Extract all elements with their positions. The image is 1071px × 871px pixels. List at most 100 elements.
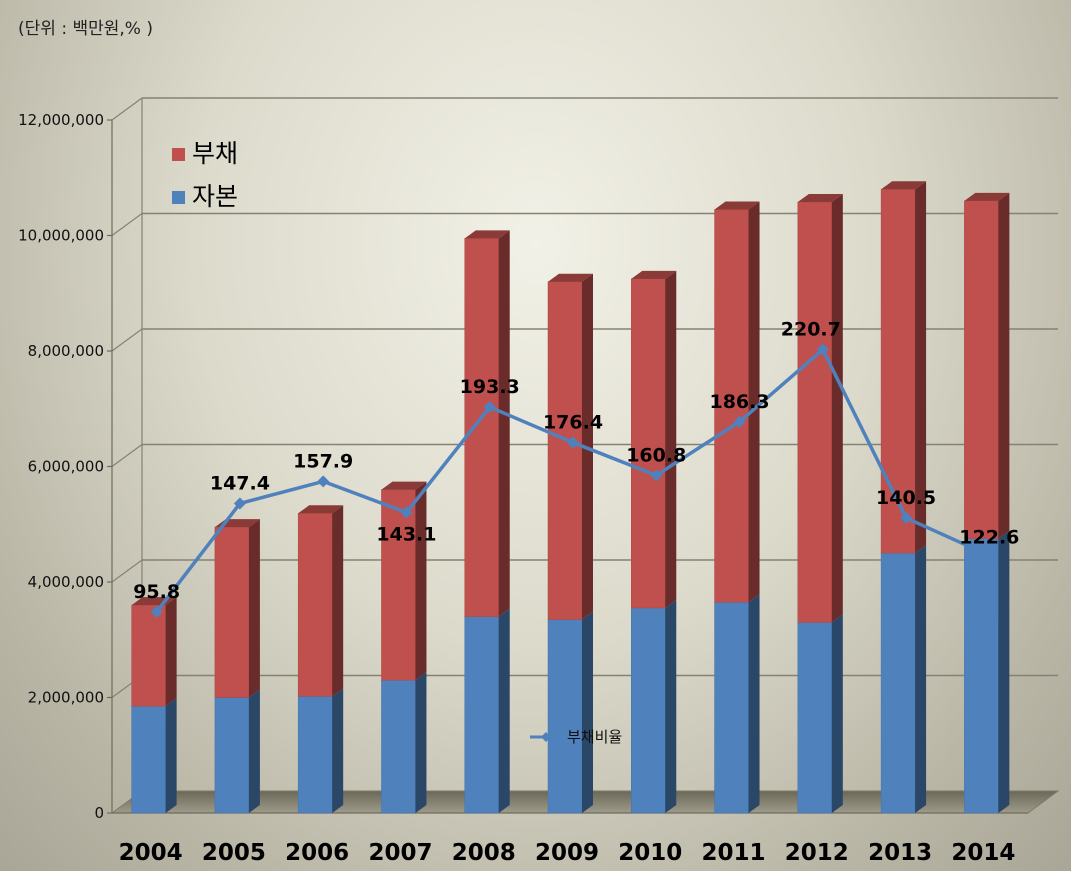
ratio-point <box>400 506 413 519</box>
bar-equity <box>964 530 1010 814</box>
ratio-data-label: 176.4 <box>543 412 603 434</box>
bar-equity-side <box>332 688 344 813</box>
x-tick-label: 2011 <box>702 840 766 866</box>
y-tick-label: 10,000,000 <box>18 227 104 245</box>
bar-debt <box>797 194 843 623</box>
bar-debt-side <box>165 597 177 707</box>
ratio-line: 95.8 147.4 157.9 143.1 193.3 176.4 160.8 186.3 2… <box>133 319 1019 618</box>
y-tick-label: 6,000,000 <box>28 458 104 476</box>
ratio-data-label: 147.4 <box>210 472 270 494</box>
bar-debt-top <box>298 505 344 514</box>
bar-debt-front <box>797 201 833 623</box>
ratio-point <box>567 436 579 449</box>
legend-swatch <box>172 148 185 161</box>
bar-equity <box>297 688 344 814</box>
y-tick-label: 4,000,000 <box>28 573 104 591</box>
bar-equity-front <box>631 607 666 814</box>
bar-equity-front <box>880 552 916 814</box>
bar-debt <box>964 192 1010 539</box>
bar-debt <box>381 481 427 681</box>
bar-equity-front <box>214 697 250 814</box>
bar-debt-front <box>631 278 666 609</box>
bar-equity-side <box>915 545 927 813</box>
bar-debt-top <box>548 273 593 282</box>
bar-debt-side <box>415 481 427 681</box>
ratio-point <box>483 401 496 414</box>
bar-debt-front <box>547 281 583 620</box>
bar-equity <box>131 698 177 814</box>
bar-debt-top <box>881 181 927 190</box>
legend-label: 부채 <box>192 139 238 168</box>
bar-debt <box>131 597 177 707</box>
bar-debt-top <box>964 192 1010 201</box>
bar-equity-front <box>381 679 416 814</box>
bar-debt-side <box>248 519 260 698</box>
bar-debt-front <box>464 238 499 617</box>
unit-label: (단위 : 백만원,% ) <box>18 19 153 39</box>
ratio-data-label: 160.8 <box>626 444 686 466</box>
x-axis: 2004 2005 2006 2007 2008 2009 2010 2011 2012 2013… <box>119 840 1016 866</box>
bar-debt-top <box>381 481 427 490</box>
ratio-data-label: 140.5 <box>876 487 936 509</box>
bar-debt <box>880 181 927 554</box>
bar-equity-side <box>831 614 843 813</box>
x-tick-label: 2010 <box>618 840 682 866</box>
ratio-point <box>317 475 330 488</box>
gridline-connector <box>111 213 143 236</box>
x-tick-label: 2008 <box>452 840 516 866</box>
ratio-point <box>816 343 829 356</box>
y-tick-label: 8,000,000 <box>28 342 104 360</box>
bar-debt-side <box>748 201 760 603</box>
legend-line-marker <box>541 732 551 742</box>
bar-debt-side <box>998 192 1010 539</box>
y-axis: 0 2,000,000 4,000,000 6,000,000 8,000,000 10,… <box>18 111 1028 822</box>
bar-debt-front <box>964 200 999 539</box>
ratio-point <box>733 415 746 428</box>
legend-label: 자본 <box>192 182 238 211</box>
bar-debt-front <box>297 513 333 697</box>
bar-equity <box>880 545 927 814</box>
bar-equity-front <box>797 622 833 814</box>
x-tick-label: 2005 <box>202 840 266 866</box>
bar-debt <box>214 519 260 698</box>
gridline-connector <box>111 444 143 467</box>
bar-equity <box>214 689 260 814</box>
bar-equity-side <box>665 599 677 813</box>
gridline-connector <box>111 559 143 583</box>
bar-debt-top <box>714 201 760 210</box>
bar-debt-front <box>131 604 166 707</box>
x-tick-label: 2009 <box>535 840 599 866</box>
x-tick-label: 2014 <box>951 840 1015 866</box>
legend-label: 부채비율 <box>567 728 622 746</box>
bar-equity-side <box>248 689 260 813</box>
bar-equity <box>631 599 677 814</box>
bar-debt-top <box>464 230 510 239</box>
bar-equity-front <box>297 696 333 814</box>
ratio-data-label: 143.1 <box>376 523 436 545</box>
bar-equity <box>381 672 427 814</box>
bar-debt-front <box>214 526 250 698</box>
bar-debt <box>631 270 677 609</box>
bar-equity-side <box>582 611 593 813</box>
x-tick-label: 2007 <box>368 840 432 866</box>
ratio-data-label: 186.3 <box>709 391 769 413</box>
legend-swatch <box>172 191 185 204</box>
ratio-data-label: 193.3 <box>460 376 520 398</box>
bar-equity-side <box>748 594 760 813</box>
x-tick-label: 2004 <box>119 840 183 866</box>
gridline-connector <box>111 97 143 121</box>
x-tick-label: 2006 <box>285 840 349 866</box>
bar-equity-side <box>415 672 427 813</box>
ratio-data-label: 157.9 <box>293 450 353 472</box>
ratio-data-label: 220.7 <box>781 319 841 341</box>
bar-debt-front <box>880 189 916 554</box>
bar-debt-front <box>714 209 749 603</box>
bar-equity <box>464 608 510 814</box>
bar-debt-side <box>915 181 927 554</box>
bar-equity-side <box>165 698 177 813</box>
bars <box>131 181 1010 814</box>
ratio-data-label: 122.6 <box>959 527 1019 549</box>
bar-equity <box>714 594 760 814</box>
